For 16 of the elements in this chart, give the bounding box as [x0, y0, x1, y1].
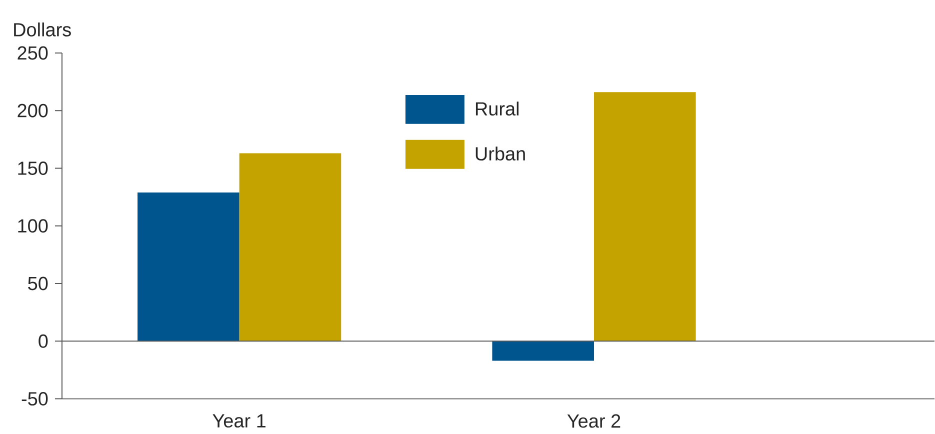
bar: [138, 192, 240, 342]
y-tick-label: 50: [28, 276, 48, 290]
y-tick-label: 250: [18, 46, 48, 60]
bar: [594, 92, 696, 342]
legend-label: Rural: [476, 102, 519, 116]
y-tick-label: -50: [22, 392, 48, 406]
y-tick-label: 200: [18, 104, 48, 118]
y-tick-label: 0: [38, 334, 48, 348]
y-axis-title: Dollars: [14, 22, 71, 36]
x-tick-label: Year 2: [567, 414, 620, 428]
y-tick-label: 150: [18, 161, 48, 175]
bar: [492, 341, 594, 361]
legend-label: Urban: [476, 146, 525, 161]
bar: [239, 153, 342, 342]
x-tick-label: Year 1: [212, 414, 266, 428]
y-tick-label: 100: [18, 219, 48, 233]
